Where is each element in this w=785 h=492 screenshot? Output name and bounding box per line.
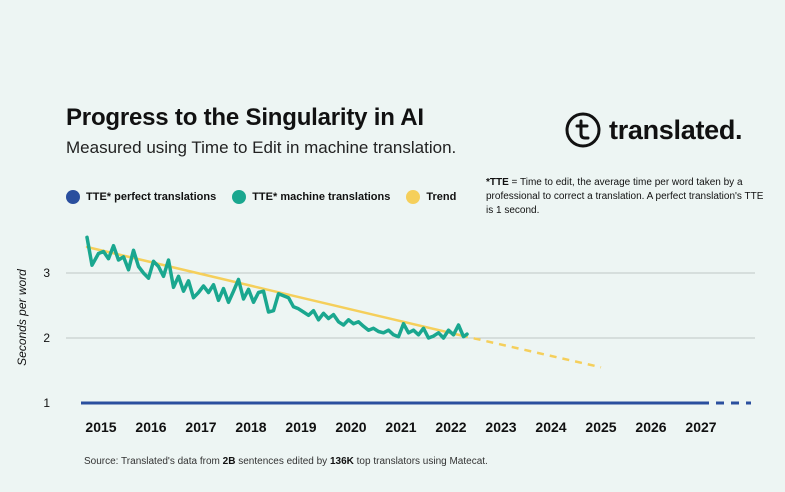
source-suffix: top translators using Matecat. xyxy=(353,456,488,467)
x-tick-label-2018: 2018 xyxy=(235,419,266,435)
source-count-sentences: 2B xyxy=(222,456,236,467)
chart-legend: TTE* perfect translations TTE* machine t… xyxy=(66,190,456,204)
x-tick-label-2026: 2026 xyxy=(635,419,666,435)
tte-footnote-text: = Time to edit, the average time per wor… xyxy=(486,177,764,216)
translated-logo-icon xyxy=(565,112,601,148)
source-note: Source: Translated's data from 2B senten… xyxy=(84,456,488,467)
legend-item-machine: TTE* machine translations xyxy=(232,190,390,204)
x-tick-label-2019: 2019 xyxy=(285,419,316,435)
y-tick-label-2: 2 xyxy=(43,331,50,345)
legend-label-trend: Trend xyxy=(426,191,457,203)
y-tick-label-1: 1 xyxy=(43,396,50,410)
source-prefix: Source: Translated's data from xyxy=(84,456,223,467)
source-count-translators: 136K xyxy=(329,456,354,467)
legend-label-machine: TTE* machine translations xyxy=(252,191,391,203)
tte-footnote-term: *TTE xyxy=(486,177,509,188)
chart-subtitle: Measured using Time to Edit in machine t… xyxy=(66,138,457,157)
x-tick-label-2024: 2024 xyxy=(535,419,566,435)
source-middle: sentences edited by xyxy=(235,456,330,467)
legend-label-perfect: TTE* perfect translations xyxy=(86,191,217,203)
series-line-trend xyxy=(85,245,463,337)
legend-item-perfect: TTE* perfect translations xyxy=(66,190,216,204)
brand-logo: translated. xyxy=(565,112,743,148)
legend-swatch-machine xyxy=(232,190,247,204)
brand-name: translated. xyxy=(609,114,743,145)
y-axis-label: Seconds per word xyxy=(15,269,29,366)
x-tick-label-2021: 2021 xyxy=(385,419,416,435)
series-line-machine-translations xyxy=(85,235,469,340)
x-tick-label-2027: 2027 xyxy=(685,419,716,435)
legend-swatch-perfect xyxy=(66,190,80,204)
x-tick-label-2022: 2022 xyxy=(435,419,466,435)
legend-item-trend: Trend xyxy=(406,190,456,204)
x-tick-label-2023: 2023 xyxy=(485,419,516,435)
series-line-trend-projection xyxy=(460,334,602,369)
tte-footnote: *TTE = Time to edit, the average time pe… xyxy=(486,176,766,218)
x-tick-label-2016: 2016 xyxy=(135,419,166,435)
x-tick-label-2020: 2020 xyxy=(335,419,366,435)
y-tick-label-3: 3 xyxy=(43,266,50,280)
legend-swatch-trend xyxy=(406,190,421,204)
x-tick-label-2017: 2017 xyxy=(185,419,216,435)
x-tick-label-2015: 2015 xyxy=(85,419,116,435)
x-tick-label-2025: 2025 xyxy=(585,419,616,435)
chart-title: Progress to the Singularity in AI xyxy=(66,104,424,131)
